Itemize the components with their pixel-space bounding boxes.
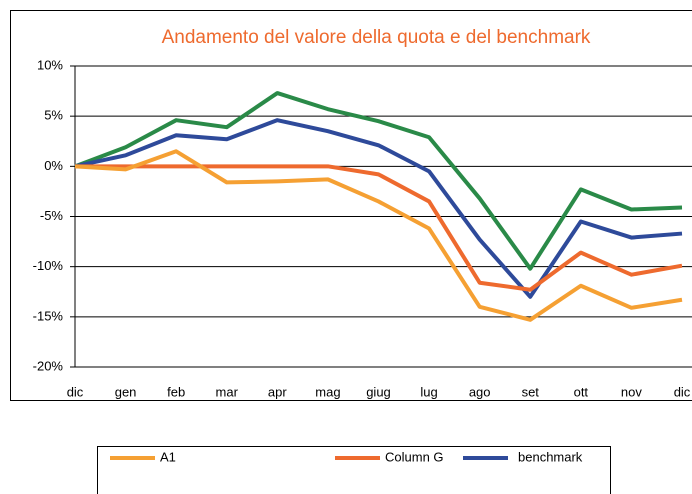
y-tick-label: -15% [33,308,64,323]
y-tick-label: -10% [33,258,64,273]
line-series [75,164,683,292]
x-tick-label: mar [216,384,239,399]
x-tick-label: dic [67,384,84,399]
y-tick-label: 0% [44,158,63,173]
line-series [74,149,683,322]
legend-box [97,446,611,494]
x-tick-label: gen [115,384,137,399]
line-series [74,91,683,271]
x-tick-label: feb [167,384,185,399]
y-tick-label: 5% [44,108,63,123]
chart-title: Andamento del valore della quota e del b… [162,27,591,48]
x-tick-label: giug [366,384,391,399]
line-series [74,118,683,299]
x-tick-label: dic [674,384,691,399]
x-tick-label: mag [315,384,340,399]
y-tick-label: 10% [37,57,63,72]
x-tick-label: ago [469,384,491,399]
x-tick-label: set [522,384,540,399]
chart-frame [10,10,692,401]
x-tick-label: nov [621,384,642,399]
y-tick-label: -5% [40,208,64,223]
x-tick-label: apr [268,384,287,399]
x-tick-label: ott [574,384,589,399]
legend-label: A1 [160,449,176,464]
legend-label: Column G [385,449,444,464]
y-tick-label: -20% [33,358,64,373]
legend-label: benchmark [518,449,583,464]
x-tick-label: lug [420,384,437,399]
